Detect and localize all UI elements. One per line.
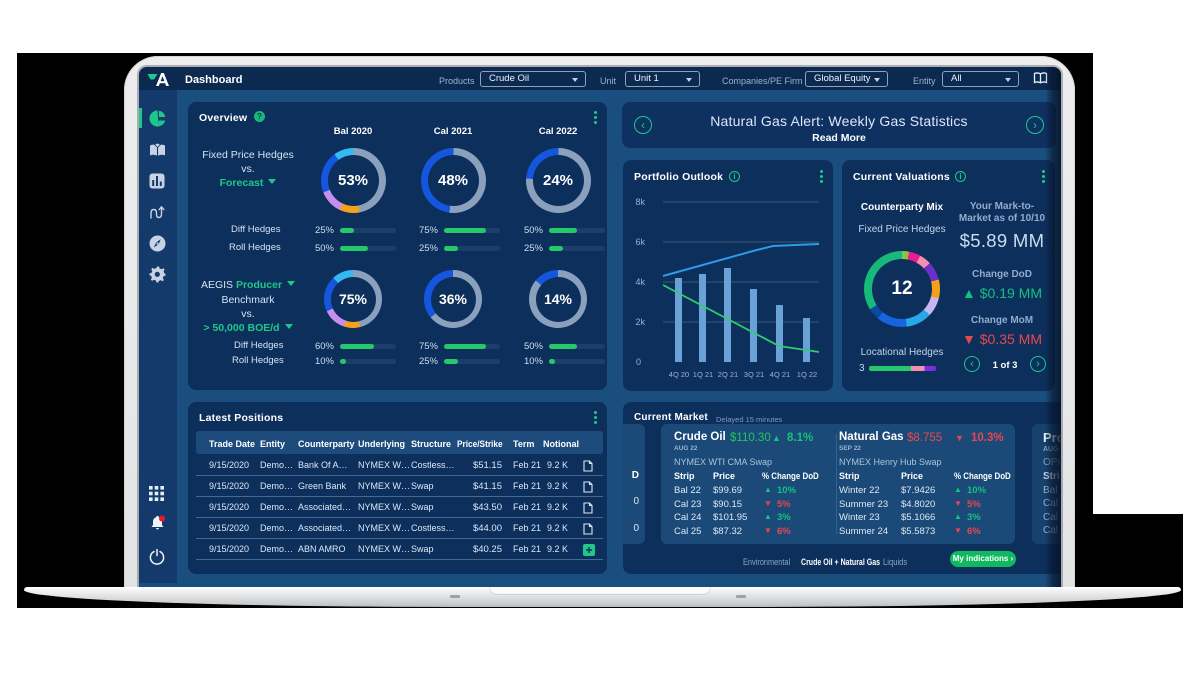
svg-text:4k: 4k — [635, 277, 645, 287]
svg-text:0: 0 — [636, 357, 641, 367]
svg-text:6k: 6k — [635, 237, 645, 247]
svg-text:4Q 20: 4Q 20 — [669, 370, 689, 379]
svg-text:1Q 21: 1Q 21 — [693, 370, 713, 379]
svg-text:2k: 2k — [635, 317, 645, 327]
svg-text:4Q 21: 4Q 21 — [770, 370, 790, 379]
svg-text:3Q 21: 3Q 21 — [744, 370, 764, 379]
svg-text:1Q 22: 1Q 22 — [797, 370, 817, 379]
svg-text:2Q 21: 2Q 21 — [718, 370, 738, 379]
svg-text:8k: 8k — [635, 197, 645, 207]
